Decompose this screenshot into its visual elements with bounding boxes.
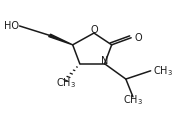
Text: CH$_3$: CH$_3$	[153, 64, 173, 78]
Text: CH$_3$: CH$_3$	[56, 77, 76, 90]
Text: N: N	[101, 56, 108, 66]
Text: HO: HO	[4, 21, 19, 31]
Text: CH$_3$: CH$_3$	[123, 93, 143, 107]
Text: O: O	[90, 25, 98, 35]
Polygon shape	[49, 34, 73, 45]
Text: O: O	[134, 33, 142, 43]
